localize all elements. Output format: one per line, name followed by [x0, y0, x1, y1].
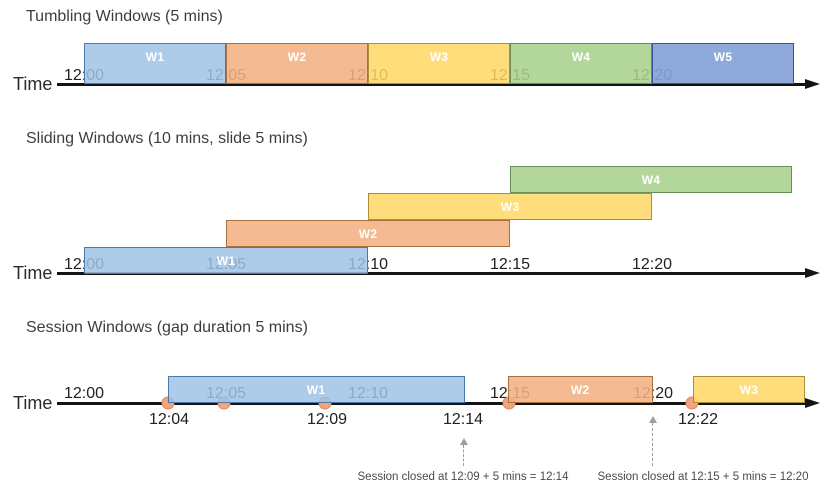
dashed-up-arrow-icon — [460, 438, 468, 445]
session-window-box-w1 — [168, 376, 465, 403]
session-note-w1: Session closed at 12:09 + 5 mins = 12:14 — [357, 471, 569, 483]
sliding-window-label-w4: W4 — [641, 173, 661, 187]
sliding-window-box-w3 — [368, 193, 652, 220]
session-window-box-w2 — [508, 376, 653, 403]
session-time-axis-label: Time — [13, 393, 53, 413]
tumbling-window-label-w3: W3 — [429, 50, 449, 64]
sliding-window-label-w3: W3 — [500, 200, 520, 214]
session-window-box-w3 — [693, 376, 805, 403]
sliding-timeline — [57, 272, 805, 275]
sliding-tick-1215: 12:15 — [489, 256, 531, 273]
event-label-1204: 12:04 — [148, 411, 190, 428]
tumbling-window-label-w5: W5 — [713, 50, 733, 64]
session-window-label-w3: W3 — [739, 383, 759, 397]
event-label-1222: 12:22 — [677, 411, 719, 428]
sliding-title: Sliding Windows (10 mins, slide 5 mins) — [26, 130, 308, 147]
tumbling-window-label-w2: W2 — [287, 50, 307, 64]
session-note-w2: Session closed at 12:15 + 5 mins = 12:20 — [597, 471, 809, 483]
session-window-label-w1: W1 — [306, 383, 326, 397]
sliding-timeline-arrowhead-icon — [805, 268, 820, 278]
session-timeline-arrowhead-icon — [805, 398, 820, 408]
tumbling-window-box-w5 — [652, 43, 794, 84]
sliding-tick-1220: 12:20 — [631, 256, 673, 273]
tumbling-timeline-arrowhead-icon — [805, 79, 820, 89]
sliding-window-label-w2: W2 — [358, 227, 378, 241]
sliding-window-box-w1 — [84, 247, 368, 274]
tumbling-window-label-w1: W1 — [145, 50, 165, 64]
tumbling-window-box-w3 — [368, 43, 510, 84]
tumbling-window-box-w1 — [84, 43, 226, 84]
dashed-up-arrow-line — [652, 423, 653, 466]
session-window-label-w2: W2 — [570, 383, 590, 397]
tumbling-timeline — [57, 83, 805, 86]
sliding-window-box-w2 — [226, 220, 510, 247]
sliding-window-label-w1: W1 — [216, 254, 236, 268]
tumbling-window-box-w2 — [226, 43, 368, 84]
dashed-up-arrow-icon — [649, 416, 657, 423]
sliding-time-axis-label: Time — [13, 263, 53, 283]
event-label-1214: 12:14 — [442, 411, 484, 428]
dashed-up-arrow-line — [463, 445, 464, 466]
tumbling-window-label-w4: W4 — [571, 50, 591, 64]
session-title: Session Windows (gap duration 5 mins) — [26, 319, 308, 336]
tumbling-window-box-w4 — [510, 43, 652, 84]
tumbling-title: Tumbling Windows (5 mins) — [26, 8, 223, 25]
event-label-1209: 12:09 — [306, 411, 348, 428]
tumbling-time-axis-label: Time — [13, 74, 53, 94]
session-timeline — [57, 402, 805, 405]
session-tick-1200: 12:00 — [63, 385, 105, 402]
sliding-window-box-w4 — [510, 166, 792, 193]
